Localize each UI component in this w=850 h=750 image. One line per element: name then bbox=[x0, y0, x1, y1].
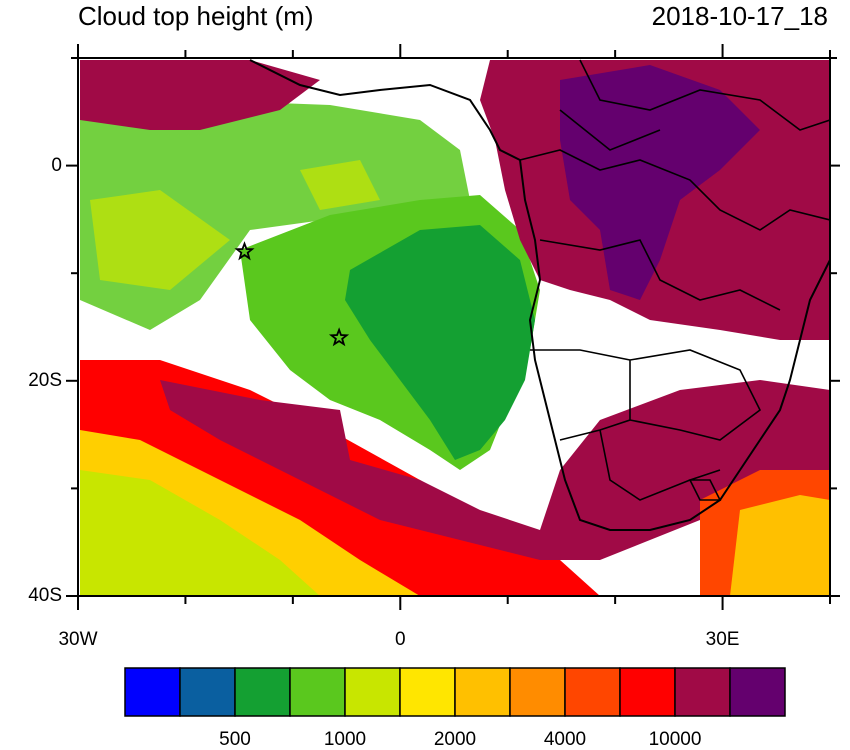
cloud-south-east-yellow bbox=[730, 495, 830, 596]
colorbar-swatch-11 bbox=[729, 667, 786, 717]
x-tick-label-1: 0 bbox=[394, 629, 406, 650]
colorbar-swatch-4 bbox=[344, 667, 401, 717]
plot-title: Cloud top height (m) bbox=[78, 1, 314, 31]
stratocumulus-deck-dark bbox=[345, 225, 535, 460]
plot-date: 2018-10-17_18 bbox=[651, 1, 828, 31]
colorbar-label-2: 2000 bbox=[433, 729, 477, 750]
low-cloud-speckle bbox=[90, 160, 380, 290]
frontal-band-high bbox=[160, 380, 830, 560]
africa-coastline bbox=[249, 59, 830, 531]
y-tick-label-1: 20S bbox=[28, 369, 62, 391]
colorbar-swatch-0 bbox=[124, 667, 181, 717]
star-marker-2 bbox=[328, 327, 350, 347]
colorbar-swatch-3 bbox=[289, 667, 346, 717]
colorbar-swatch-10 bbox=[674, 667, 731, 717]
y-tick-label-2: 40S bbox=[28, 585, 62, 606]
x-tick-label-0: 30W bbox=[58, 629, 98, 650]
colorbar-label-4: 10000 bbox=[648, 729, 702, 750]
colorbar-swatch-6 bbox=[454, 667, 511, 717]
star-marker-1 bbox=[234, 241, 255, 261]
x-tick-label-2: 30E bbox=[705, 629, 740, 650]
low-cloud-south-lime bbox=[80, 470, 320, 596]
country-borders bbox=[519, 59, 830, 501]
colorbar-swatch-9 bbox=[619, 667, 676, 717]
colorbar-label-1: 1000 bbox=[323, 729, 367, 750]
colorbar-swatch-8 bbox=[564, 667, 621, 717]
high-cloud-north-west bbox=[80, 60, 320, 130]
map-field bbox=[78, 58, 830, 596]
colorbar-label-0: 500 bbox=[219, 729, 251, 750]
colorbar bbox=[124, 667, 786, 717]
colorbar-swatch-7 bbox=[509, 667, 566, 717]
colorbar-swatch-2 bbox=[234, 667, 291, 717]
markers bbox=[234, 241, 350, 347]
y-tick-label-0: 0 bbox=[51, 154, 62, 176]
colorbar-swatch-1 bbox=[179, 667, 236, 717]
colorbar-label-3: 4000 bbox=[543, 729, 587, 750]
axis-ticks bbox=[66, 44, 840, 610]
colorbar-swatch-5 bbox=[399, 667, 456, 717]
very-high-cloud-congo bbox=[560, 65, 760, 300]
map-frame bbox=[77, 57, 831, 597]
